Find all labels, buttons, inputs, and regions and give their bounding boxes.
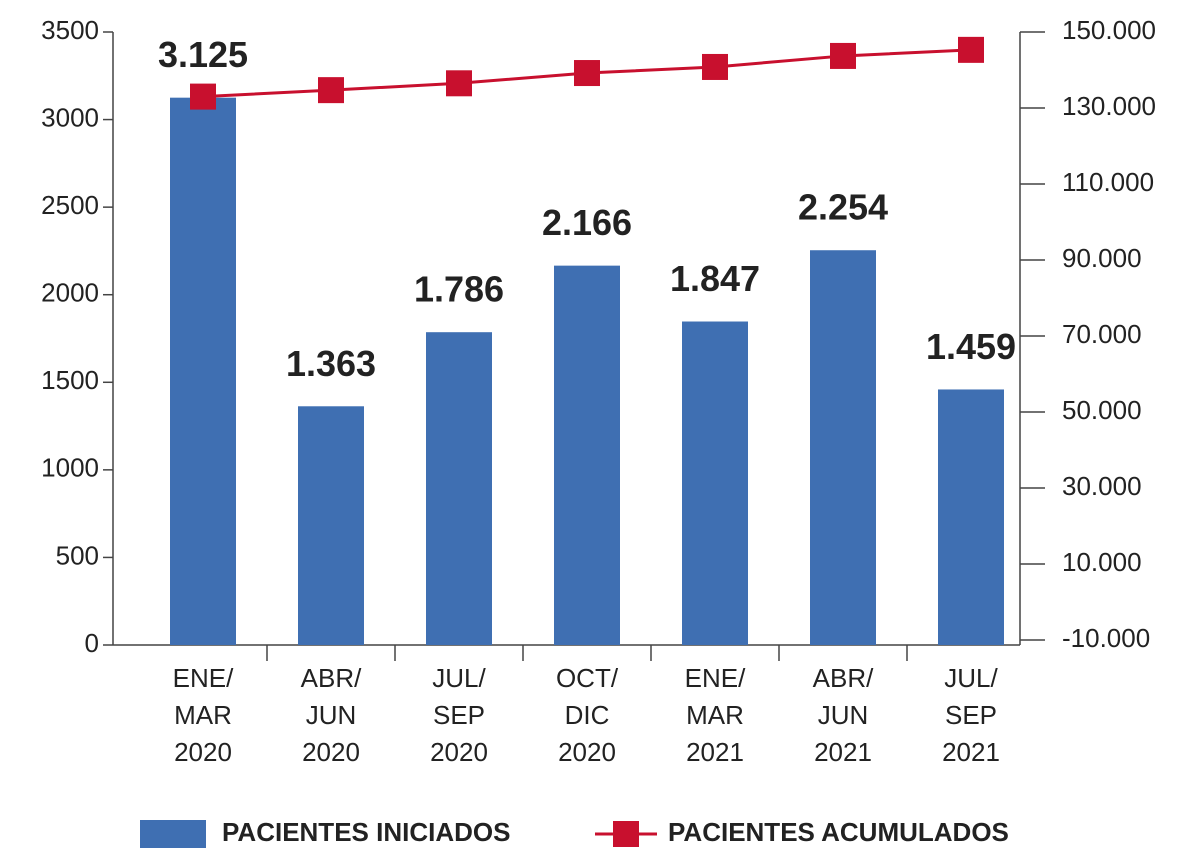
x-tick-label: OCT/: [556, 663, 619, 693]
x-tick-label: 2021: [942, 737, 1000, 767]
legend-label: PACIENTES ACUMULADOS: [668, 817, 1009, 847]
bar: [682, 321, 748, 645]
bar: [554, 265, 620, 645]
x-tick-label: ENE/: [173, 663, 234, 693]
x-tick-label: ABR/: [301, 663, 362, 693]
x-tick-label: SEP: [433, 700, 485, 730]
x-tick-label: JUL/: [432, 663, 486, 693]
x-tick-label: 2020: [174, 737, 232, 767]
y2-tick-label: 110.000: [1062, 167, 1154, 197]
line-marker: [190, 83, 216, 110]
bar: [810, 250, 876, 645]
y-tick-label: 2500: [41, 190, 99, 220]
y2-tick-label: 30.000: [1062, 471, 1142, 501]
bar: [170, 97, 236, 645]
line-marker: [702, 53, 728, 80]
bar: [426, 332, 492, 645]
line-marker: [318, 77, 344, 104]
x-tick-label: JUL/: [944, 663, 998, 693]
data-label: 3.125: [158, 34, 248, 75]
bar: [298, 406, 364, 645]
x-tick-label: SEP: [945, 700, 997, 730]
x-tick-label: ABR/: [813, 663, 874, 693]
x-tick-label: 2021: [686, 737, 744, 767]
line-marker: [830, 42, 856, 69]
legend-swatch: [140, 820, 206, 848]
data-label: 1.363: [286, 343, 376, 384]
x-tick-label: ENE/: [685, 663, 746, 693]
legend-swatch: [613, 821, 639, 847]
line-marker: [446, 70, 472, 97]
x-tick-label: 2020: [558, 737, 616, 767]
x-tick-label: JUN: [306, 700, 357, 730]
data-label: 1.786: [414, 269, 504, 310]
y-tick-label: 500: [56, 540, 99, 570]
y-tick-label: 3000: [41, 102, 99, 132]
y-tick-label: 1500: [41, 365, 99, 395]
y2-tick-label: 70.000: [1062, 319, 1142, 349]
y2-tick-label: 10.000: [1062, 547, 1142, 577]
data-label: 1.847: [670, 258, 760, 299]
y2-tick-label: 90.000: [1062, 243, 1142, 273]
y-tick-label: 2000: [41, 278, 99, 308]
y2-tick-label: 150.000: [1062, 15, 1156, 45]
data-label: 2.254: [798, 187, 888, 228]
x-tick-label: 2021: [814, 737, 872, 767]
y-tick-label: 0: [85, 628, 99, 658]
x-tick-label: DIC: [565, 700, 610, 730]
y-tick-label: 1000: [41, 453, 99, 483]
y2-tick-label: 130.000: [1062, 91, 1156, 121]
x-tick-label: MAR: [686, 700, 744, 730]
line-marker: [958, 36, 984, 63]
bar: [938, 389, 1004, 645]
data-label: 2.166: [542, 202, 632, 243]
y2-tick-label: -10.000: [1062, 623, 1150, 653]
legend-label: PACIENTES INICIADOS: [222, 817, 510, 847]
x-tick-label: MAR: [174, 700, 232, 730]
x-tick-label: 2020: [430, 737, 488, 767]
data-label: 1.459: [926, 326, 1016, 367]
x-tick-label: 2020: [302, 737, 360, 767]
y2-tick-label: 50.000: [1062, 395, 1142, 425]
y-tick-label: 3500: [41, 15, 99, 45]
x-tick-label: JUN: [818, 700, 869, 730]
line-marker: [574, 60, 600, 87]
